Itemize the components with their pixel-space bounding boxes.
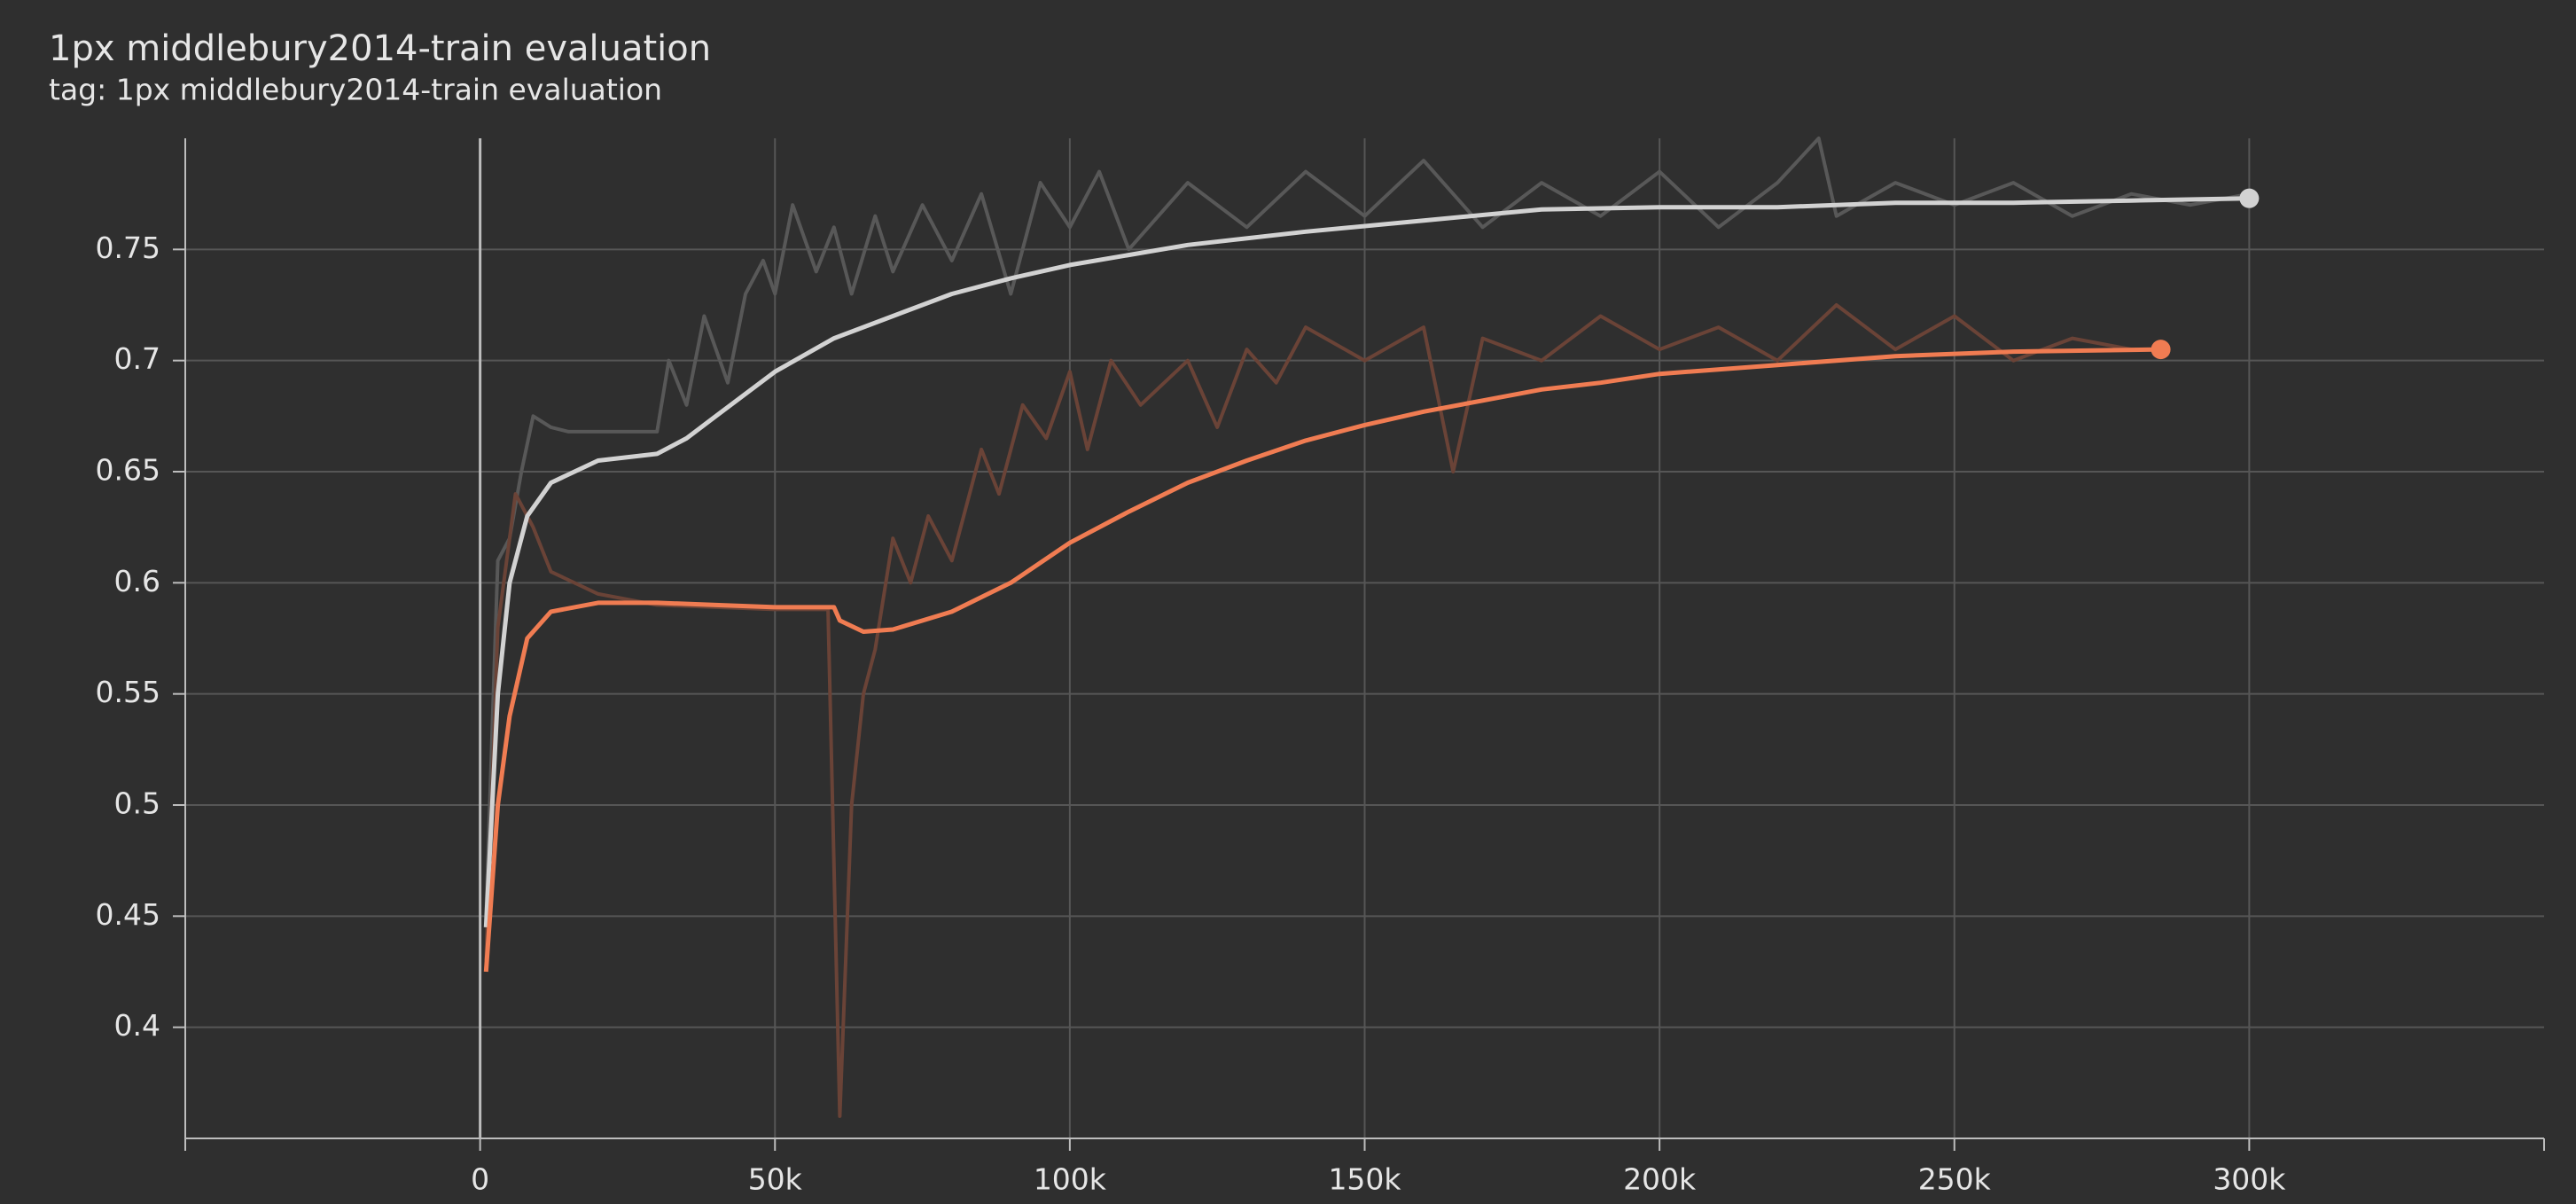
y-tick-label: 0.5	[114, 786, 160, 821]
x-tick-label: 100k	[1034, 1162, 1107, 1197]
series-line	[484, 137, 2250, 917]
x-tick-label: 0	[471, 1162, 489, 1197]
chart-subtitle: tag: 1px middlebury2014-train evaluation	[49, 73, 662, 107]
y-tick-label: 0.6	[114, 564, 160, 598]
y-tick-label: 0.7	[114, 341, 160, 376]
y-tick-label: 0.75	[96, 231, 160, 265]
series-line	[484, 303, 2161, 1118]
y-tick-label: 0.45	[96, 897, 160, 932]
series-line	[483, 347, 2161, 973]
x-tick-label: 50k	[748, 1162, 803, 1197]
end-point	[2151, 340, 2171, 360]
chart-title: 1px middlebury2014-train evaluation	[49, 28, 711, 69]
series-line	[483, 196, 2250, 928]
y-tick-label: 0.65	[96, 453, 160, 488]
x-tick-label: 250k	[1918, 1162, 1992, 1197]
y-tick-label: 0.55	[96, 675, 160, 709]
x-tick-label: 200k	[1623, 1162, 1697, 1197]
x-tick-label: 150k	[1328, 1162, 1401, 1197]
x-tick-label: 300k	[2213, 1162, 2286, 1197]
y-tick-label: 0.4	[114, 1008, 160, 1043]
end-point	[2239, 188, 2260, 208]
